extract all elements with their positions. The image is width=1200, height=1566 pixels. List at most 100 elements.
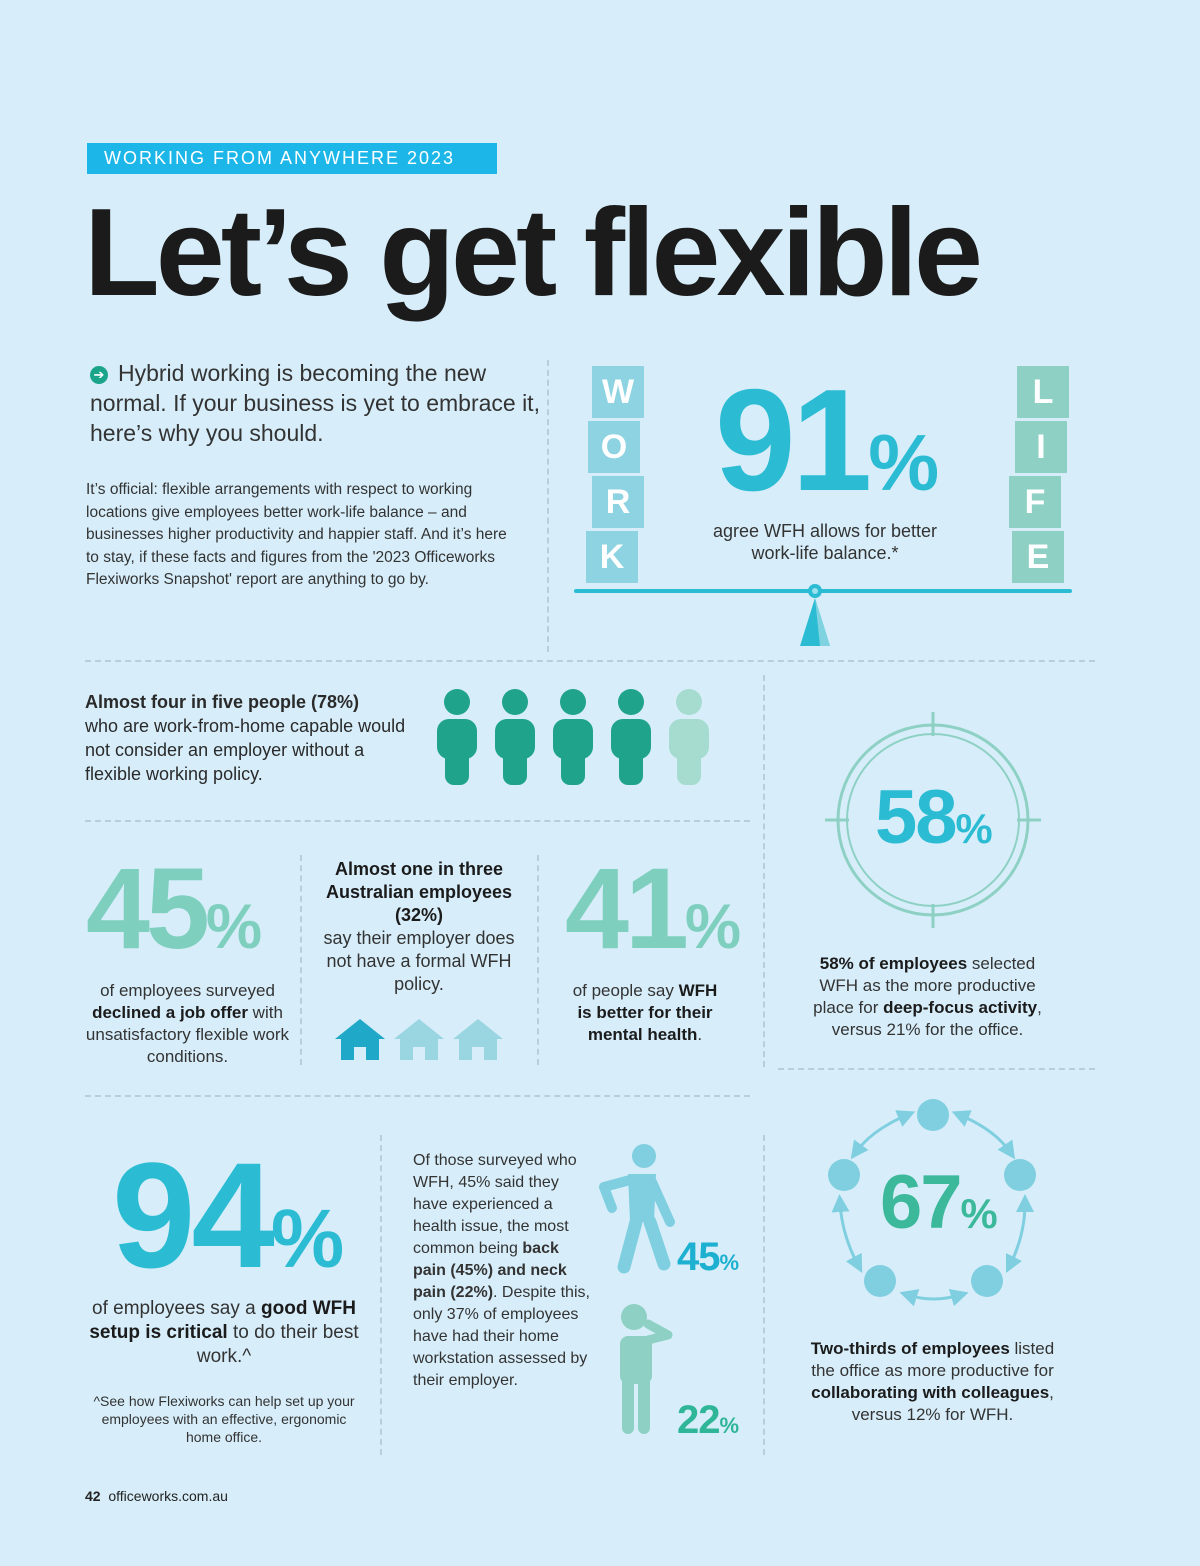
stat-41: 41% xyxy=(565,852,741,967)
caption-text: of employees surveyed xyxy=(100,981,275,1000)
block: K xyxy=(586,531,638,583)
divider xyxy=(380,1135,382,1455)
section-tag: WORKING FROM ANYWHERE 2023 xyxy=(87,143,497,174)
seesaw-icon xyxy=(574,584,1072,646)
house-icon xyxy=(394,1019,444,1060)
page-number: 42 xyxy=(85,1488,101,1504)
people-bold: Almost four in five people (78%) xyxy=(85,692,360,712)
caption-bold: good WFH setup is critical xyxy=(89,1298,356,1343)
stat-value: 45 xyxy=(86,845,210,973)
stat-pct: % xyxy=(205,892,263,962)
deep-focus-caption: 58% of employees selected WFH as the mor… xyxy=(800,953,1055,1041)
work-blocks: W O R K xyxy=(586,366,644,583)
caption-text: listed the office as more productive for xyxy=(811,1339,1055,1380)
arrow-right-icon: ➔ xyxy=(90,366,108,384)
stat-pct: % xyxy=(684,892,742,962)
person-icon xyxy=(437,689,477,785)
stat-pct: % xyxy=(719,1250,740,1275)
stat-value: 91 xyxy=(715,359,872,521)
footer-site[interactable]: officeworks.com.au xyxy=(108,1488,228,1504)
setup-caption: of employees say a good WFH setup is cri… xyxy=(78,1297,370,1369)
stat-value: 58 xyxy=(875,775,958,860)
house-icon xyxy=(335,1019,385,1060)
caption-text: of people say xyxy=(572,981,679,1000)
person-icon xyxy=(553,689,593,785)
caption-bold: WFH is better for their mental health xyxy=(577,981,718,1044)
stat-94: 94% xyxy=(112,1140,344,1290)
neck-pain-figure-icon xyxy=(620,1304,673,1434)
mental-caption: of people say WFH is better for their me… xyxy=(570,980,720,1046)
collaboration-cycle-icon xyxy=(828,1099,1036,1307)
caption-bold: deep-focus activity xyxy=(883,998,1038,1017)
caption-text: of employees say a xyxy=(92,1298,261,1319)
stat-58: 58% xyxy=(875,780,993,856)
stat-pct: % xyxy=(868,418,940,507)
stat-value: 41 xyxy=(565,845,689,973)
block: L xyxy=(1017,366,1069,418)
collab-caption: Two-thirds of employees listed the offic… xyxy=(800,1338,1065,1426)
stat-value: 45 xyxy=(677,1235,720,1279)
caption-text: . xyxy=(697,1025,703,1044)
people-stat: Almost four in five people (78%) who are … xyxy=(85,690,425,786)
target-icon xyxy=(825,712,1041,928)
block: W xyxy=(592,366,644,418)
balance-caption: agree WFH allows for better work-life ba… xyxy=(712,521,938,563)
stat-45: 45% xyxy=(86,852,262,967)
divider xyxy=(85,1095,750,1097)
block: I xyxy=(1015,421,1067,473)
caption-bold: declined a job offer xyxy=(92,1003,248,1022)
people-icons xyxy=(437,689,709,785)
stat-pct: % xyxy=(719,1413,740,1438)
divider xyxy=(85,820,750,822)
intro-lead: ➔ Hybrid working is becoming the new norm… xyxy=(90,358,545,448)
block: F xyxy=(1009,476,1061,528)
caption-text: selected WFH as the more productive plac… xyxy=(813,954,1036,1017)
stat-pct: % xyxy=(955,805,993,852)
health-text: Of those surveyed who WFH, 45% said they… xyxy=(413,1150,593,1392)
back-pain-figure-icon xyxy=(599,1144,675,1274)
health-text-2: . Despite this, only 37% of employees ha… xyxy=(413,1284,590,1389)
stat-value: 67 xyxy=(880,1160,963,1245)
divider xyxy=(763,1135,765,1455)
intro-body: It’s official: flexible arrangements wit… xyxy=(86,481,507,588)
stat-pct: % xyxy=(270,1193,345,1285)
block: O xyxy=(588,421,640,473)
house-icons xyxy=(335,1019,503,1060)
block: R xyxy=(592,476,644,528)
policy-stat: Almost one in three Australian employees… xyxy=(315,858,523,996)
health-bold: back pain (45%) and neck pain (22%) xyxy=(413,1240,567,1301)
caption-bold: 58% of employees xyxy=(819,954,968,973)
people-text: who are work-from-home capable would not… xyxy=(85,716,406,784)
footer: 42 officeworks.com.au xyxy=(85,1488,228,1504)
caption-bold: collaborating with colleagues xyxy=(811,1383,1050,1402)
neck-pain-stat: 22% xyxy=(677,1400,739,1440)
divider xyxy=(300,855,302,1065)
person-icon xyxy=(611,689,651,785)
divider xyxy=(763,675,765,1067)
stat-91: 91% xyxy=(715,368,939,513)
person-icon xyxy=(495,689,535,785)
job-offer-caption: of employees surveyed declined a job off… xyxy=(85,980,290,1068)
setup-footnote: ^See how Flexiworks can help set up your… xyxy=(93,1393,355,1445)
caption-text: with unsatisfactory flexible work condit… xyxy=(85,1003,290,1066)
block: E xyxy=(1012,531,1064,583)
policy-text: say their employer does not have a forma… xyxy=(323,928,515,994)
person-icon xyxy=(669,689,709,785)
divider xyxy=(778,1068,1095,1070)
divider xyxy=(537,855,539,1065)
stat-value: 22 xyxy=(677,1398,720,1442)
back-pain-stat: 45% xyxy=(677,1237,739,1277)
stat-67: 67% xyxy=(880,1165,998,1241)
stat-pct: % xyxy=(960,1190,998,1237)
caption-text: , versus 21% for the office. xyxy=(831,998,1042,1039)
caption-text: to do their best work.^ xyxy=(196,1322,359,1367)
house-icon xyxy=(453,1019,503,1060)
policy-bold: Almost one in three Australian employees… xyxy=(325,859,513,925)
divider xyxy=(85,660,1095,662)
health-text-1: Of those surveyed who WFH, 45% said they… xyxy=(413,1152,577,1257)
divider xyxy=(547,360,549,652)
life-blocks: L I F E xyxy=(1009,366,1069,583)
stat-value: 94 xyxy=(112,1131,275,1299)
caption-bold: Two-thirds of employees xyxy=(810,1339,1010,1358)
caption-text: , versus 12% for WFH. xyxy=(851,1383,1054,1424)
